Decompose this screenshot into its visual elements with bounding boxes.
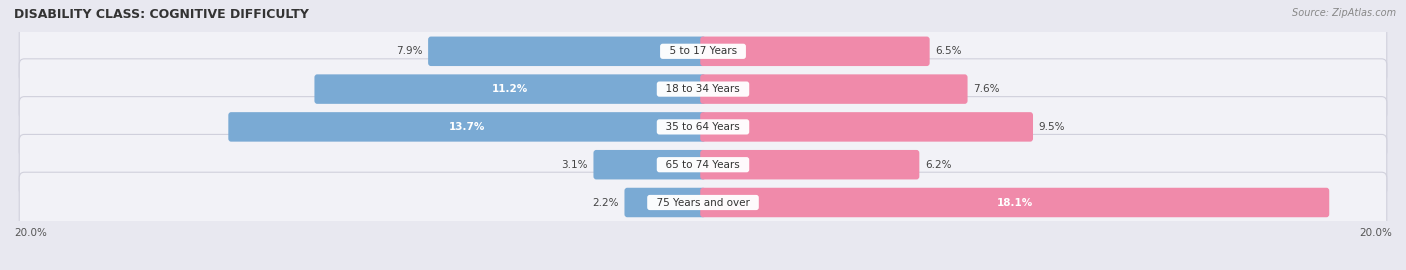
Text: 9.5%: 9.5% xyxy=(1039,122,1066,132)
Text: 6.5%: 6.5% xyxy=(935,46,962,56)
Text: 13.7%: 13.7% xyxy=(449,122,485,132)
FancyBboxPatch shape xyxy=(20,134,1386,195)
FancyBboxPatch shape xyxy=(315,74,706,104)
Text: 20.0%: 20.0% xyxy=(14,228,46,238)
Text: Source: ZipAtlas.com: Source: ZipAtlas.com xyxy=(1292,8,1396,18)
FancyBboxPatch shape xyxy=(20,97,1386,157)
Text: 5 to 17 Years: 5 to 17 Years xyxy=(662,46,744,56)
FancyBboxPatch shape xyxy=(700,74,967,104)
Text: 3.1%: 3.1% xyxy=(561,160,588,170)
Text: 35 to 64 Years: 35 to 64 Years xyxy=(659,122,747,132)
Text: 75 Years and over: 75 Years and over xyxy=(650,197,756,208)
Text: 20.0%: 20.0% xyxy=(1360,228,1392,238)
FancyBboxPatch shape xyxy=(427,36,706,66)
FancyBboxPatch shape xyxy=(700,112,1033,142)
FancyBboxPatch shape xyxy=(624,188,706,217)
Text: 6.2%: 6.2% xyxy=(925,160,952,170)
Text: 7.6%: 7.6% xyxy=(973,84,1000,94)
FancyBboxPatch shape xyxy=(228,112,706,142)
Text: 65 to 74 Years: 65 to 74 Years xyxy=(659,160,747,170)
FancyBboxPatch shape xyxy=(700,150,920,180)
FancyBboxPatch shape xyxy=(20,21,1386,82)
Text: 18 to 34 Years: 18 to 34 Years xyxy=(659,84,747,94)
Text: 18.1%: 18.1% xyxy=(997,197,1033,208)
FancyBboxPatch shape xyxy=(20,172,1386,233)
Text: 2.2%: 2.2% xyxy=(592,197,619,208)
Text: 7.9%: 7.9% xyxy=(395,46,422,56)
FancyBboxPatch shape xyxy=(20,59,1386,119)
FancyBboxPatch shape xyxy=(593,150,706,180)
FancyBboxPatch shape xyxy=(700,36,929,66)
Text: 11.2%: 11.2% xyxy=(492,84,529,94)
Text: DISABILITY CLASS: COGNITIVE DIFFICULTY: DISABILITY CLASS: COGNITIVE DIFFICULTY xyxy=(14,8,309,21)
FancyBboxPatch shape xyxy=(700,188,1329,217)
